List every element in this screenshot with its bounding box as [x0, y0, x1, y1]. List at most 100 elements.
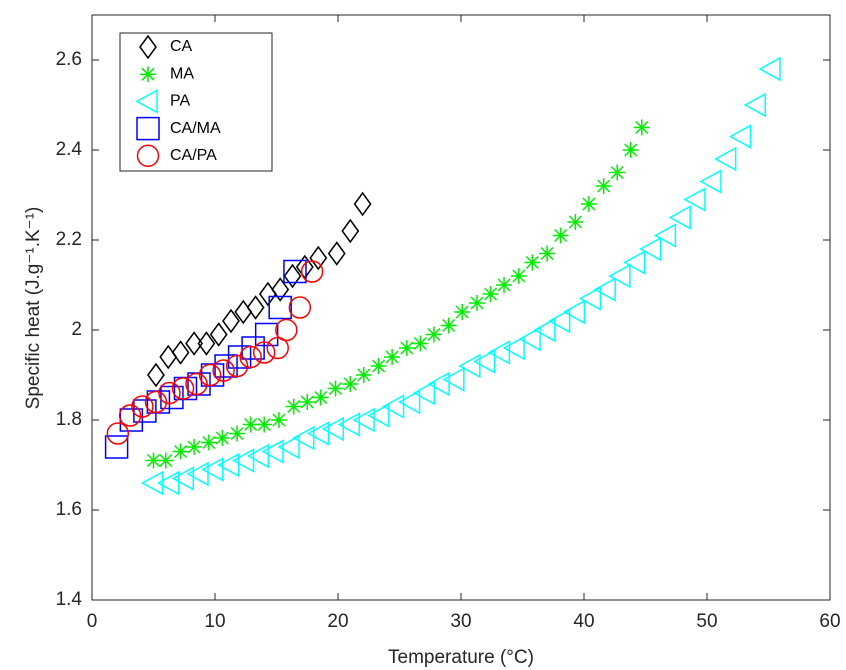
marker [580, 196, 597, 212]
x-tick-label: 0 [87, 611, 98, 632]
marker [246, 295, 265, 320]
legend-label: MA [170, 65, 194, 82]
marker [510, 268, 527, 284]
legend-marker [139, 34, 157, 60]
marker [222, 308, 240, 334]
marker [622, 142, 639, 158]
marker [524, 254, 541, 271]
marker [355, 367, 372, 383]
marker [147, 362, 165, 388]
marker [427, 371, 450, 397]
marker [608, 263, 631, 289]
marker [171, 466, 194, 491]
x-tick-label: 40 [573, 611, 594, 632]
marker [231, 448, 255, 473]
marker [271, 277, 290, 302]
marker [185, 372, 208, 396]
marker [454, 304, 471, 320]
marker [242, 416, 259, 433]
marker [552, 227, 569, 244]
marker [473, 349, 496, 374]
y-tick-label: 2.2 [56, 229, 82, 250]
marker [140, 470, 164, 496]
marker [254, 322, 279, 347]
marker [412, 380, 436, 406]
y-tick-label: 2 [71, 319, 82, 340]
marker [341, 218, 360, 244]
marker [217, 452, 240, 478]
marker [225, 354, 249, 378]
legend-label: PA [170, 93, 190, 110]
marker [209, 322, 228, 347]
y-tick-label: 2.4 [56, 139, 83, 160]
marker [256, 416, 273, 433]
marker [157, 452, 174, 469]
marker [728, 124, 752, 149]
marker [595, 178, 612, 194]
marker [578, 286, 602, 311]
x-tick-label: 10 [204, 611, 225, 632]
marker [270, 412, 287, 428]
marker [518, 326, 541, 352]
marker [567, 214, 584, 230]
marker [382, 394, 405, 419]
marker [292, 425, 315, 451]
marker [425, 326, 442, 343]
marker [653, 223, 677, 248]
marker [342, 376, 359, 392]
marker [458, 353, 481, 379]
marker [268, 295, 292, 320]
legend-label: CA/MA [170, 120, 221, 137]
y-axis-label: Specific heat (J.g⁻¹.K⁻¹) [23, 207, 44, 410]
x-tick-label: 60 [819, 611, 840, 632]
marker [306, 421, 330, 446]
marker [743, 92, 766, 118]
marker [275, 318, 298, 342]
marker [327, 380, 344, 397]
marker [412, 335, 429, 352]
y-tick-label: 2.6 [56, 49, 82, 70]
marker [487, 340, 511, 365]
marker [370, 358, 387, 374]
marker [171, 340, 190, 365]
marker [145, 452, 162, 469]
marker [241, 336, 265, 360]
legend-marker [135, 89, 158, 114]
marker [172, 443, 189, 460]
marker [173, 376, 198, 401]
marker [106, 422, 130, 445]
marker [227, 345, 252, 369]
marker [229, 425, 246, 442]
marker [398, 389, 421, 415]
marker [285, 398, 302, 415]
y-tick-label: 1.8 [56, 409, 82, 430]
legend-box [119, 32, 273, 172]
marker [288, 296, 312, 319]
marker [714, 146, 737, 172]
legend-marker [136, 144, 160, 168]
marker [300, 260, 324, 283]
marker [266, 336, 289, 360]
marker [539, 245, 556, 262]
marker [327, 241, 346, 266]
marker [668, 205, 691, 230]
marker [118, 404, 142, 427]
marker [201, 457, 224, 482]
marker [502, 335, 525, 361]
marker [548, 308, 571, 334]
marker [171, 377, 195, 400]
marker [468, 295, 485, 311]
marker [186, 439, 203, 455]
marker [200, 434, 217, 451]
marker [277, 434, 300, 460]
marker [283, 259, 307, 284]
marker [758, 56, 781, 82]
marker [440, 317, 457, 334]
marker [639, 236, 662, 262]
marker [158, 381, 181, 405]
x-axis-label: Temperature (°C) [388, 647, 534, 668]
legend-marker [140, 66, 156, 83]
y-tick-label: 1.4 [56, 589, 83, 610]
marker [384, 349, 401, 365]
marker [367, 403, 390, 428]
